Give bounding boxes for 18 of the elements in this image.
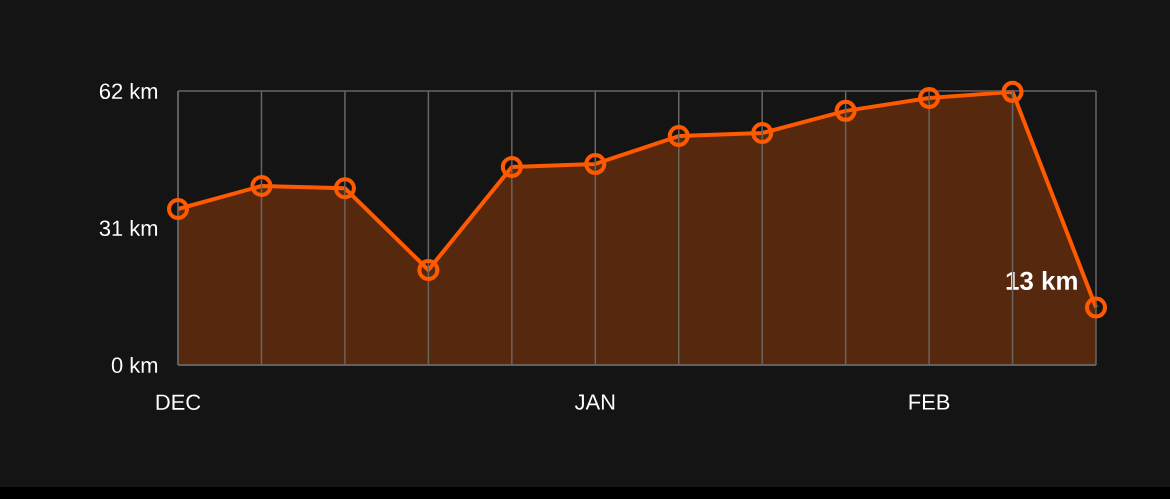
x-tick-label: DEC xyxy=(156,394,201,411)
point xyxy=(1085,296,1108,319)
point xyxy=(751,121,774,144)
point xyxy=(918,87,941,110)
x-tick-label: JAN xyxy=(574,394,615,410)
point xyxy=(1001,80,1024,103)
y-tick-label: 31 km xyxy=(99,219,158,237)
y-tick-label: 62 km xyxy=(99,82,158,100)
point xyxy=(500,156,523,178)
point xyxy=(834,99,857,122)
point xyxy=(584,152,607,175)
y-tick-label: 0 km xyxy=(111,356,158,374)
point xyxy=(250,175,273,197)
x-tick-label: FEB xyxy=(909,394,950,410)
point xyxy=(333,177,356,200)
point xyxy=(167,197,190,220)
point xyxy=(667,125,690,148)
point xyxy=(417,258,440,281)
